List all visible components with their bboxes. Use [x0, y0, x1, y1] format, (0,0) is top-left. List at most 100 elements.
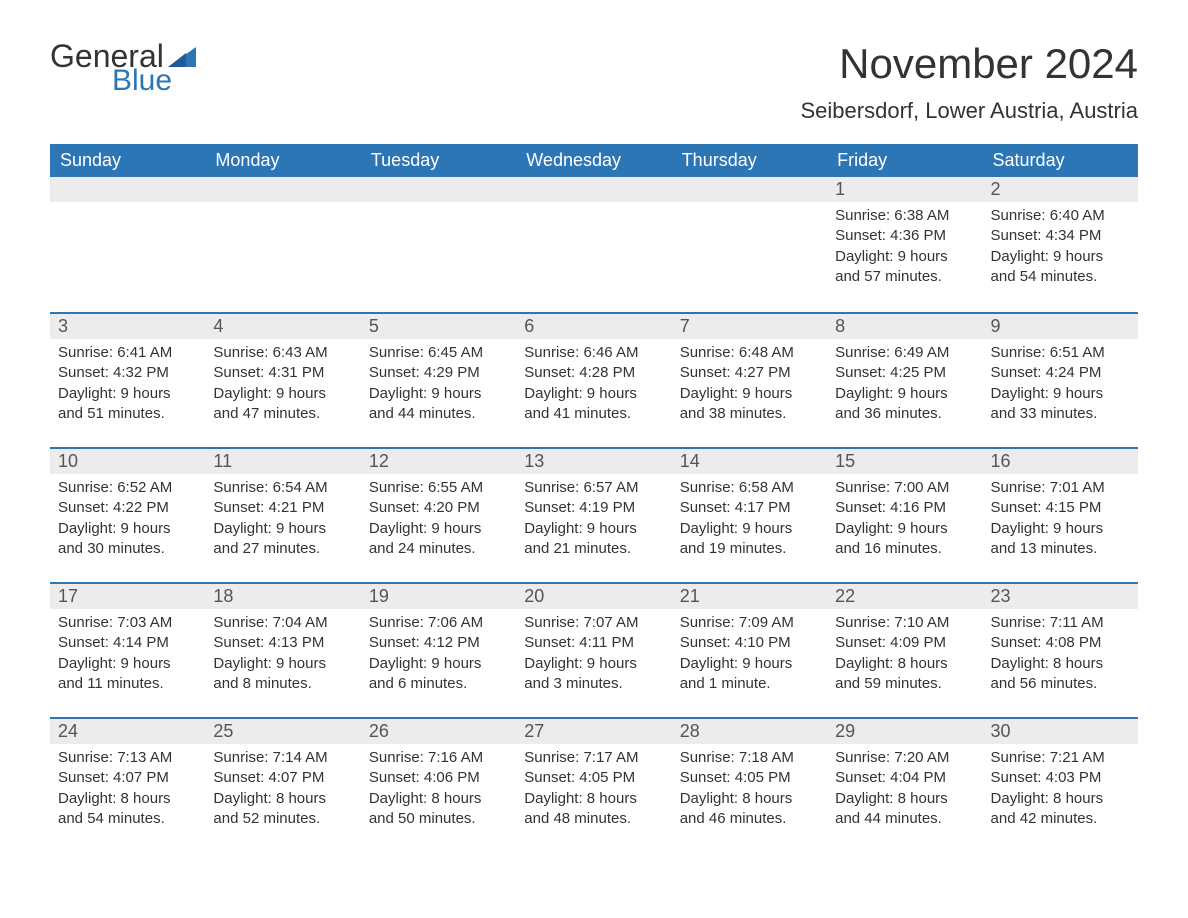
day-daylight1: Daylight: 8 hours: [835, 654, 974, 674]
day-sunset: Sunset: 4:31 PM: [213, 363, 352, 383]
day-daylight2: and 54 minutes.: [991, 267, 1130, 287]
day-content: Sunrise: 7:13 AMSunset: 4:07 PMDaylight:…: [50, 744, 205, 837]
empty-day-bar: [361, 177, 516, 202]
day-daylight2: and 1 minute.: [680, 674, 819, 694]
day-content: Sunrise: 6:51 AMSunset: 4:24 PMDaylight:…: [983, 339, 1138, 432]
day-sunset: Sunset: 4:21 PM: [213, 498, 352, 518]
day-number: 23: [983, 582, 1138, 609]
empty-day-bar: [205, 177, 360, 202]
day-sunrise: Sunrise: 6:45 AM: [369, 343, 508, 363]
day-number: 9: [983, 312, 1138, 339]
day-number: 10: [50, 447, 205, 474]
calendar-day-cell: 4Sunrise: 6:43 AMSunset: 4:31 PMDaylight…: [205, 312, 360, 447]
day-number: 26: [361, 717, 516, 744]
day-sunset: Sunset: 4:10 PM: [680, 633, 819, 653]
day-daylight2: and 11 minutes.: [58, 674, 197, 694]
day-daylight2: and 24 minutes.: [369, 539, 508, 559]
day-content: Sunrise: 6:40 AMSunset: 4:34 PMDaylight:…: [983, 202, 1138, 295]
day-sunset: Sunset: 4:14 PM: [58, 633, 197, 653]
day-number: 16: [983, 447, 1138, 474]
day-number: 19: [361, 582, 516, 609]
day-content: Sunrise: 6:55 AMSunset: 4:20 PMDaylight:…: [361, 474, 516, 567]
day-sunset: Sunset: 4:22 PM: [58, 498, 197, 518]
day-sunrise: Sunrise: 6:40 AM: [991, 206, 1130, 226]
day-sunset: Sunset: 4:16 PM: [835, 498, 974, 518]
day-sunset: Sunset: 4:04 PM: [835, 768, 974, 788]
calendar-day-cell: 15Sunrise: 7:00 AMSunset: 4:16 PMDayligh…: [827, 447, 982, 582]
calendar-day-cell: 28Sunrise: 7:18 AMSunset: 4:05 PMDayligh…: [672, 717, 827, 852]
day-content: Sunrise: 7:20 AMSunset: 4:04 PMDaylight:…: [827, 744, 982, 837]
day-number: 15: [827, 447, 982, 474]
day-daylight1: Daylight: 9 hours: [58, 654, 197, 674]
day-sunset: Sunset: 4:17 PM: [680, 498, 819, 518]
empty-day-bar: [672, 177, 827, 202]
day-number: 21: [672, 582, 827, 609]
day-daylight1: Daylight: 8 hours: [991, 654, 1130, 674]
calendar-body: 1Sunrise: 6:38 AMSunset: 4:36 PMDaylight…: [50, 177, 1138, 852]
calendar-day-cell: 19Sunrise: 7:06 AMSunset: 4:12 PMDayligh…: [361, 582, 516, 717]
day-daylight1: Daylight: 9 hours: [991, 247, 1130, 267]
day-sunset: Sunset: 4:05 PM: [524, 768, 663, 788]
calendar-day-cell: [205, 177, 360, 312]
day-daylight2: and 42 minutes.: [991, 809, 1130, 829]
calendar-day-cell: [672, 177, 827, 312]
calendar-table: Sunday Monday Tuesday Wednesday Thursday…: [50, 144, 1138, 852]
day-number: 18: [205, 582, 360, 609]
day-sunset: Sunset: 4:07 PM: [58, 768, 197, 788]
day-daylight2: and 38 minutes.: [680, 404, 819, 424]
day-content: Sunrise: 6:48 AMSunset: 4:27 PMDaylight:…: [672, 339, 827, 432]
calendar-day-cell: 13Sunrise: 6:57 AMSunset: 4:19 PMDayligh…: [516, 447, 671, 582]
weekday-thursday: Thursday: [672, 144, 827, 177]
day-sunset: Sunset: 4:12 PM: [369, 633, 508, 653]
day-sunset: Sunset: 4:36 PM: [835, 226, 974, 246]
day-content: Sunrise: 7:07 AMSunset: 4:11 PMDaylight:…: [516, 609, 671, 702]
title-block: November 2024 Seibersdorf, Lower Austria…: [801, 40, 1139, 124]
calendar-day-cell: 6Sunrise: 6:46 AMSunset: 4:28 PMDaylight…: [516, 312, 671, 447]
day-number: 30: [983, 717, 1138, 744]
day-daylight2: and 6 minutes.: [369, 674, 508, 694]
day-number: 22: [827, 582, 982, 609]
day-sunset: Sunset: 4:28 PM: [524, 363, 663, 383]
day-daylight1: Daylight: 9 hours: [58, 519, 197, 539]
day-daylight2: and 13 minutes.: [991, 539, 1130, 559]
day-content: Sunrise: 7:11 AMSunset: 4:08 PMDaylight:…: [983, 609, 1138, 702]
day-sunset: Sunset: 4:03 PM: [991, 768, 1130, 788]
day-daylight1: Daylight: 8 hours: [58, 789, 197, 809]
day-sunset: Sunset: 4:11 PM: [524, 633, 663, 653]
calendar-day-cell: 5Sunrise: 6:45 AMSunset: 4:29 PMDaylight…: [361, 312, 516, 447]
calendar-day-cell: [50, 177, 205, 312]
logo-text-blue: Blue: [112, 66, 196, 96]
day-sunrise: Sunrise: 7:13 AM: [58, 748, 197, 768]
calendar-day-cell: 10Sunrise: 6:52 AMSunset: 4:22 PMDayligh…: [50, 447, 205, 582]
day-number: 28: [672, 717, 827, 744]
day-daylight2: and 16 minutes.: [835, 539, 974, 559]
calendar-day-cell: [516, 177, 671, 312]
calendar-day-cell: 17Sunrise: 7:03 AMSunset: 4:14 PMDayligh…: [50, 582, 205, 717]
day-content: Sunrise: 7:21 AMSunset: 4:03 PMDaylight:…: [983, 744, 1138, 837]
weekday-friday: Friday: [827, 144, 982, 177]
day-daylight2: and 54 minutes.: [58, 809, 197, 829]
day-sunrise: Sunrise: 6:46 AM: [524, 343, 663, 363]
logo-flag-icon: [168, 47, 196, 67]
calendar-day-cell: 18Sunrise: 7:04 AMSunset: 4:13 PMDayligh…: [205, 582, 360, 717]
day-content: Sunrise: 7:14 AMSunset: 4:07 PMDaylight:…: [205, 744, 360, 837]
day-daylight2: and 56 minutes.: [991, 674, 1130, 694]
calendar-day-cell: 29Sunrise: 7:20 AMSunset: 4:04 PMDayligh…: [827, 717, 982, 852]
day-daylight2: and 21 minutes.: [524, 539, 663, 559]
day-content: Sunrise: 6:45 AMSunset: 4:29 PMDaylight:…: [361, 339, 516, 432]
weekday-wednesday: Wednesday: [516, 144, 671, 177]
day-sunrise: Sunrise: 7:07 AM: [524, 613, 663, 633]
day-sunset: Sunset: 4:27 PM: [680, 363, 819, 383]
weekday-tuesday: Tuesday: [361, 144, 516, 177]
day-number: 3: [50, 312, 205, 339]
day-daylight1: Daylight: 9 hours: [213, 654, 352, 674]
calendar-day-cell: 20Sunrise: 7:07 AMSunset: 4:11 PMDayligh…: [516, 582, 671, 717]
day-daylight2: and 27 minutes.: [213, 539, 352, 559]
day-number: 7: [672, 312, 827, 339]
day-sunrise: Sunrise: 7:09 AM: [680, 613, 819, 633]
calendar-day-cell: 11Sunrise: 6:54 AMSunset: 4:21 PMDayligh…: [205, 447, 360, 582]
calendar-week-row: 24Sunrise: 7:13 AMSunset: 4:07 PMDayligh…: [50, 717, 1138, 852]
weekday-sunday: Sunday: [50, 144, 205, 177]
day-daylight2: and 48 minutes.: [524, 809, 663, 829]
day-daylight1: Daylight: 9 hours: [369, 519, 508, 539]
